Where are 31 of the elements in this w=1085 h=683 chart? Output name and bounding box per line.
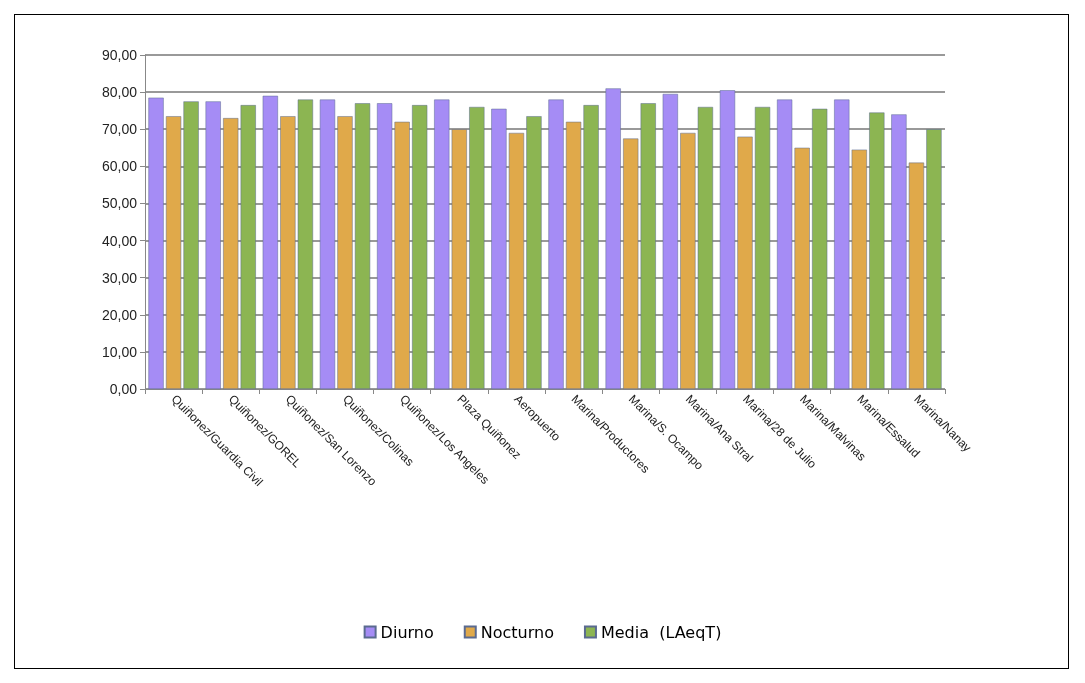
bar <box>148 97 164 389</box>
y-tick-label: 20,00 <box>101 306 138 323</box>
bar <box>737 136 753 389</box>
y-tick-label: 60,00 <box>101 158 138 175</box>
bar <box>205 101 221 389</box>
y-tick-label: 90,00 <box>101 47 138 63</box>
bar <box>548 99 564 389</box>
bar <box>926 129 942 389</box>
bar <box>337 116 353 389</box>
legend-label: Media (LAeqT) <box>600 622 722 642</box>
bar <box>412 105 428 389</box>
bar <box>526 116 542 389</box>
bar <box>754 106 771 389</box>
bar <box>354 103 371 389</box>
y-tick-label: 50,00 <box>101 195 138 212</box>
bar <box>319 99 336 389</box>
y-tick-label: 80,00 <box>101 84 138 101</box>
bar <box>469 106 485 389</box>
y-tick-label: 10,00 <box>101 343 138 360</box>
legend-label: Nocturno <box>480 622 554 642</box>
y-tick-label: 30,00 <box>101 269 138 286</box>
bar <box>662 93 678 389</box>
y-tick-label: 0,00 <box>109 381 138 397</box>
y-tick-label: 70,00 <box>101 121 138 138</box>
legend-label: Diurno <box>380 622 434 642</box>
bar <box>812 108 828 389</box>
bar <box>262 95 278 389</box>
y-tick-label: 40,00 <box>101 232 138 249</box>
bar <box>719 90 736 389</box>
bar <box>605 88 621 389</box>
bar <box>869 112 885 389</box>
